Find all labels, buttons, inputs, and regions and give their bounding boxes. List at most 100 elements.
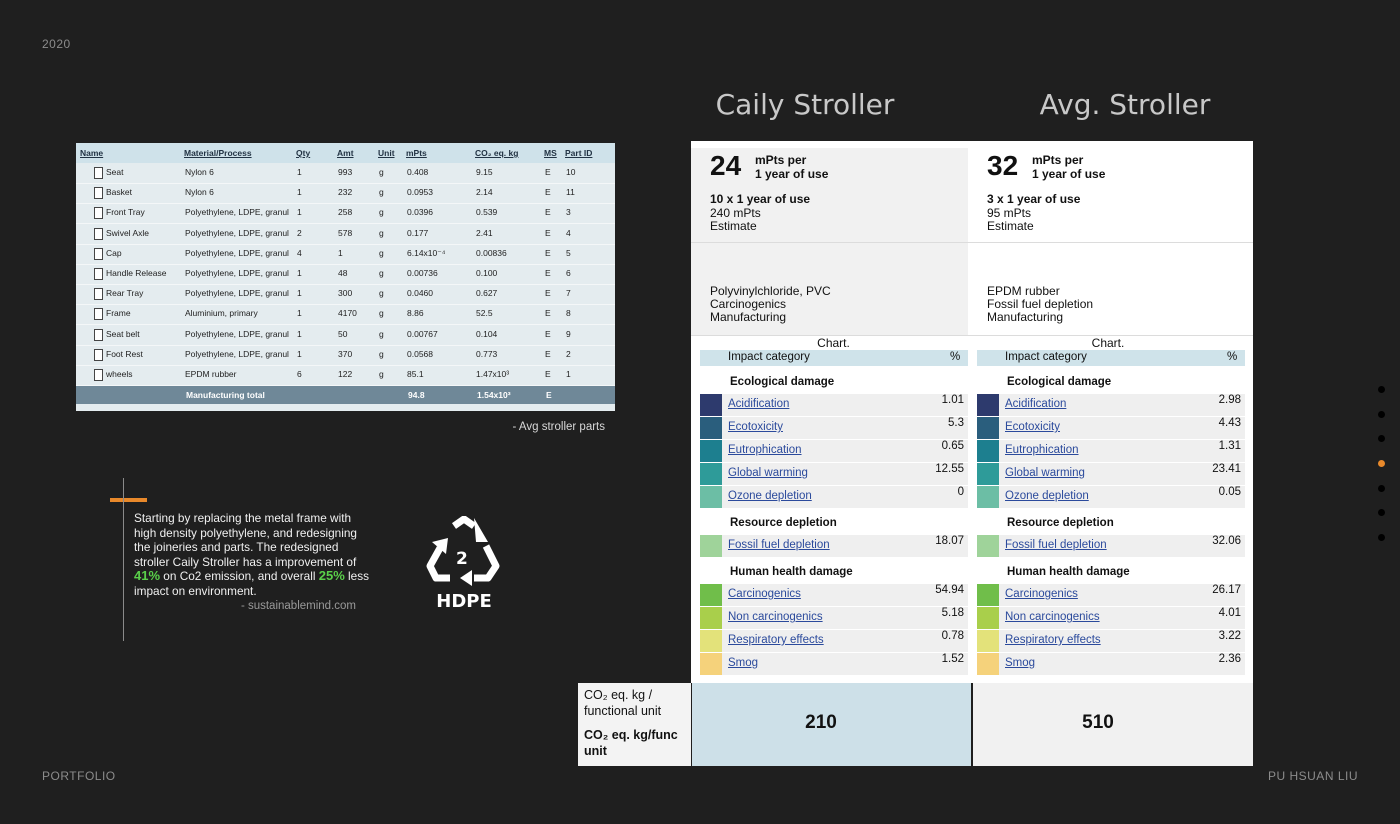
parts-cell: 3 (566, 207, 571, 218)
parts-cell: 1 (297, 167, 302, 177)
parts-row-bg (76, 366, 615, 386)
impact-row-bg (700, 630, 968, 652)
detail: Estimate (710, 219, 757, 233)
parts-cell: 6 (566, 268, 571, 278)
nav-dot[interactable] (1378, 509, 1385, 516)
parts-cell: 1 (297, 308, 302, 319)
functional-caily-bg (692, 683, 971, 766)
impact-link: Ecotoxicity (728, 421, 783, 433)
impact-swatch (977, 440, 999, 462)
detail: 240 mPts (710, 205, 761, 220)
parts-row-bg (76, 245, 615, 265)
group-title: Human health damage (730, 566, 853, 578)
impact-row-bg (700, 463, 968, 485)
footer-left: PORTFOLIO (42, 769, 116, 783)
parts-cell: 1 (297, 288, 302, 299)
file-icon (94, 308, 103, 321)
score-period: 1 year of use (1032, 167, 1106, 181)
impact-row-bg (977, 653, 1245, 675)
parts-cell: 1 (297, 348, 302, 359)
impact-value: 4.43 (1218, 417, 1241, 429)
impact-value: 12.55 (935, 463, 964, 475)
divider-line (123, 478, 124, 641)
parts-cell: E (545, 207, 551, 218)
parts-caption: - Avg stroller parts (512, 421, 605, 433)
parts-cell: 85.1 (407, 369, 424, 379)
impact-link: Respiratory effects (728, 634, 824, 646)
nav-dot[interactable] (1378, 386, 1385, 393)
nav-dot[interactable] (1378, 435, 1385, 442)
parts-row-bg (76, 326, 615, 346)
parts-cell: 2 (566, 348, 571, 359)
parts-cell: Seat (106, 167, 124, 177)
impact-header-bg (700, 350, 968, 366)
parts-cell: 993 (338, 167, 353, 177)
impact-value: 32.06 (1212, 535, 1241, 547)
parts-cell: E (545, 268, 551, 278)
parts-cell: 0.0568 (407, 348, 433, 359)
parts-cell: 1 (297, 187, 302, 198)
parts-cell: Nylon 6 (185, 167, 214, 177)
detail: 3 x 1 year of use (987, 192, 1081, 206)
impact-value: 2.36 (1218, 653, 1241, 665)
parts-row-bg (76, 346, 615, 366)
recycle-icon (426, 516, 500, 586)
impact-row-bg (700, 486, 968, 508)
parts-cell: 8 (566, 308, 571, 319)
parts-header-cell: mPts (406, 148, 427, 158)
impact-header: Impact category (728, 351, 810, 363)
nav-dot[interactable] (1378, 485, 1385, 492)
impact-link: Ozone depletion (1005, 490, 1089, 502)
separator (691, 335, 1253, 336)
parts-cell: 0.100 (476, 268, 498, 278)
parts-cell: g (379, 227, 384, 238)
impact-swatch (977, 653, 999, 675)
impact-row-bg (977, 535, 1245, 557)
parts-panel (76, 143, 615, 411)
impact-row-bg (700, 417, 968, 439)
impact-row-bg (977, 417, 1245, 439)
parts-cell: g (379, 268, 384, 278)
group-title: Resource depletion (1007, 517, 1114, 529)
impact-row-bg (977, 440, 1245, 462)
score-unit: mPts per (755, 153, 807, 167)
impact-swatch (977, 584, 999, 606)
parts-total-mpts: 94.8 (408, 390, 425, 400)
nav-dot[interactable] (1378, 460, 1385, 467)
parts-cell: Front Tray (106, 207, 145, 218)
parts-cell: 0.773 (476, 348, 498, 359)
parts-header-cell: Material/Process (184, 148, 252, 158)
parts-cell: g (379, 328, 384, 339)
group-title: Resource depletion (730, 517, 837, 529)
parts-total-ms: E (546, 390, 552, 400)
parts-cell: g (379, 308, 384, 319)
group-title: Human health damage (1007, 566, 1130, 578)
score: 32 (987, 150, 1019, 181)
parts-cell: g (379, 187, 384, 198)
parts-cell: 2.14 (476, 187, 493, 198)
impact-header: % (1227, 351, 1238, 363)
functional-label-bold: CO₂ eq. kg/func unit (584, 728, 678, 758)
parts-cell: EPDM rubber (185, 369, 237, 379)
parts-cell: 1.47x10³ (476, 369, 510, 379)
functional-avg-bg (973, 683, 1253, 766)
parts-header-cell: MS (544, 148, 557, 158)
impact-row-bg (700, 584, 968, 606)
accent-bar (110, 498, 147, 502)
impact-value: 1.52 (941, 653, 964, 665)
parts-cell: Polyethylene, LDPE, granul (185, 227, 289, 238)
impact-swatch (700, 394, 722, 416)
parts-row-bg (76, 225, 615, 245)
parts-total-bg (76, 386, 615, 404)
parts-cell: 4 (297, 247, 302, 258)
impact-swatch (977, 607, 999, 629)
parts-header-cell: Unit (378, 148, 395, 158)
parts-row-bg (76, 164, 615, 184)
impact-value: 26.17 (1212, 584, 1241, 596)
nav-dot[interactable] (1378, 534, 1385, 541)
functional-value: 510 (1082, 712, 1114, 733)
nav-dot[interactable] (1378, 411, 1385, 418)
top-impact: Fossil fuel depletion (987, 297, 1094, 311)
impact-link: Global warming (1005, 467, 1085, 479)
impact-value: 1.01 (941, 394, 964, 406)
